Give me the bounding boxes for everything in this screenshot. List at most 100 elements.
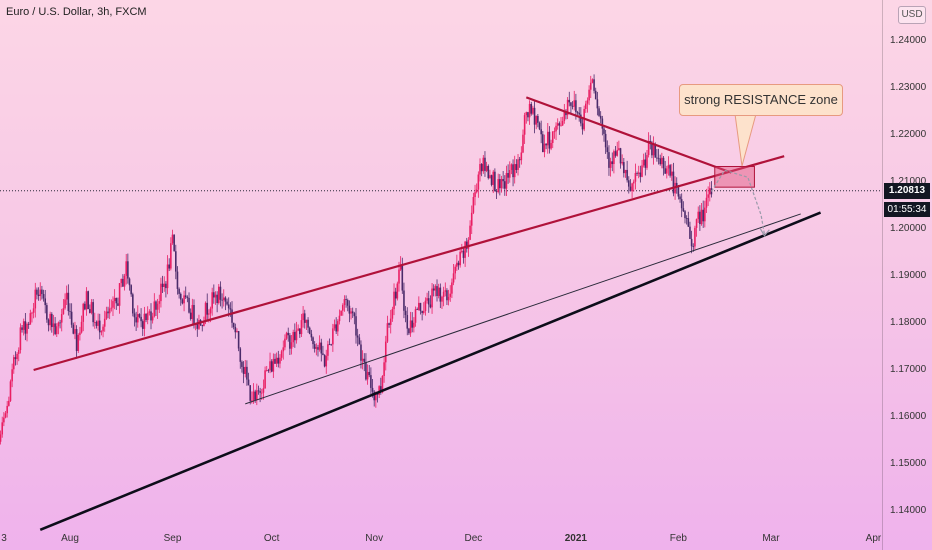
candle-body [267,370,270,372]
candle [573,90,576,111]
candle-body [619,148,622,164]
candle-body [55,326,58,335]
candle-body [388,323,390,325]
candle [604,129,607,154]
candle-body [332,328,334,345]
candle [632,179,635,192]
candle-body [176,271,179,289]
candle-body [631,183,633,192]
candle-body [598,108,600,116]
candle [320,338,323,362]
candle-body [542,134,544,153]
candle-body [21,327,23,330]
candle [456,254,458,271]
candle-body [422,310,425,313]
candle-body [128,278,131,286]
candle-body [127,261,129,279]
candle-body [1,422,4,435]
candle [108,299,111,320]
candle-body [211,292,213,309]
candle-body [507,173,509,178]
candle-body [603,128,605,134]
bar-countdown-tag: 01:55:34 [884,201,930,217]
candle-body [535,115,538,125]
candle [416,307,418,311]
candle-body [629,186,632,192]
candle [603,125,605,142]
candle-body [427,298,430,305]
candle [343,295,346,312]
candle [560,117,562,127]
candle [535,115,538,130]
candle-body [270,361,273,372]
candle [667,156,670,176]
candle [4,411,7,419]
candle [82,302,85,332]
candle [356,328,359,347]
candle-body [160,283,162,302]
candle-body [123,275,126,287]
candle [699,205,701,231]
candle-body [512,164,514,178]
candle-body [107,311,109,314]
candle [685,215,688,225]
candle [335,317,337,335]
drawing-layer [33,96,822,532]
candle-body [34,289,37,309]
candle-body [153,301,156,317]
candle-body [125,261,128,276]
candle-body [120,278,123,284]
candle [426,292,428,304]
candle-body [553,131,556,133]
candle [613,149,615,174]
candle [619,147,622,169]
candle [34,282,37,318]
candle-body [9,381,12,401]
candle [532,105,534,115]
candle-body [659,158,662,165]
candle [556,118,559,130]
candle [224,296,227,311]
candle [437,283,440,299]
candle-body [550,142,552,149]
candle-body [708,188,711,195]
candle-body [274,358,276,364]
last-price-tag: 1.20813 [884,182,930,199]
currency-badge[interactable]: USD [898,6,926,24]
candle-body [322,353,324,355]
candle [598,106,600,117]
candle-body [530,103,533,114]
candle [21,325,23,333]
candle-body [345,299,347,300]
candle-body [79,332,81,336]
candle-body [375,393,377,401]
candle-body [158,301,161,304]
candle-body [325,355,328,367]
candle-body [100,331,103,333]
candle [226,298,228,306]
candle-body [608,152,610,168]
candle [422,302,425,315]
candle-body [49,313,51,326]
y-tick-label: 1.15000 [890,458,927,469]
candle-body [110,307,113,309]
candle [294,323,296,348]
candle [507,164,509,184]
candle-body [143,313,146,329]
candle [297,324,299,332]
candle-body [193,305,195,325]
candle-body [437,287,440,296]
candle-body [694,227,696,247]
candle [44,290,47,314]
candle [708,182,711,202]
candle-body [353,313,356,317]
candle-body [302,313,304,321]
resistance-note[interactable]: strong RESISTANCE zone [679,84,843,116]
candle [102,324,104,338]
candle-body [209,308,212,314]
candle [348,300,351,323]
candle [214,291,217,305]
candle-body [499,179,501,189]
